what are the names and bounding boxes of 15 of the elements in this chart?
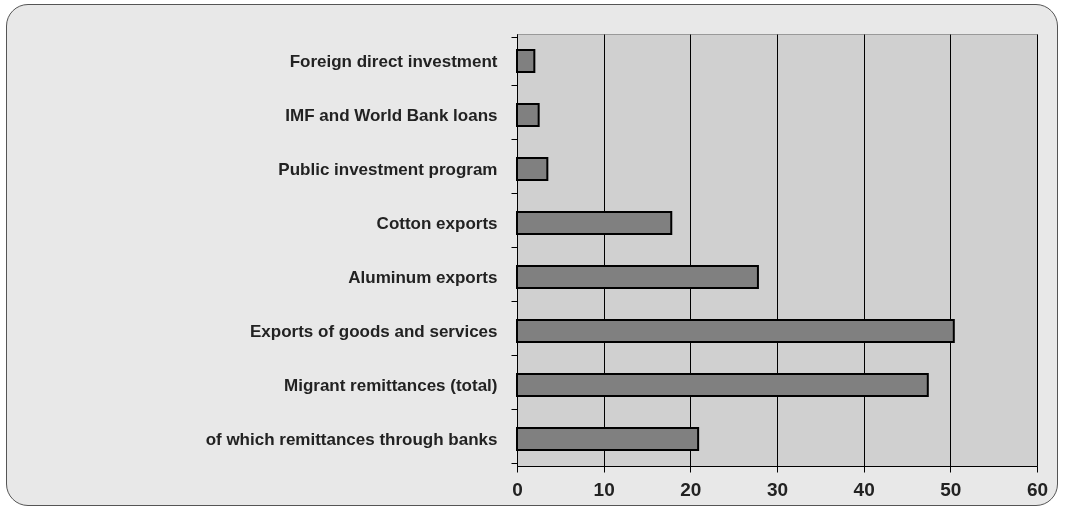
y-tick-label: Aluminum exports [348, 267, 498, 287]
y-tick-label: Exports of goods and services [249, 321, 498, 341]
x-tick-label: 60 [1026, 478, 1049, 500]
x-tick-label: 20 [680, 478, 702, 500]
x-tick-label: 40 [853, 478, 875, 500]
y-tick-label: of which remittances through banks [205, 429, 498, 449]
y-tick-label: IMF and World Bank loans [285, 105, 498, 125]
x-tick-label: 50 [940, 478, 962, 500]
y-tick-label: Migrant remittances (total) [284, 375, 498, 395]
x-tick-label: 0 [512, 478, 523, 500]
y-tick-label: Cotton exports [376, 213, 498, 233]
y-tick-label: Foreign direct investment [289, 51, 498, 71]
y-tick-label: Public investment program [278, 159, 498, 179]
x-tick-label: 10 [593, 478, 615, 500]
x-tick-label: 30 [766, 478, 789, 500]
